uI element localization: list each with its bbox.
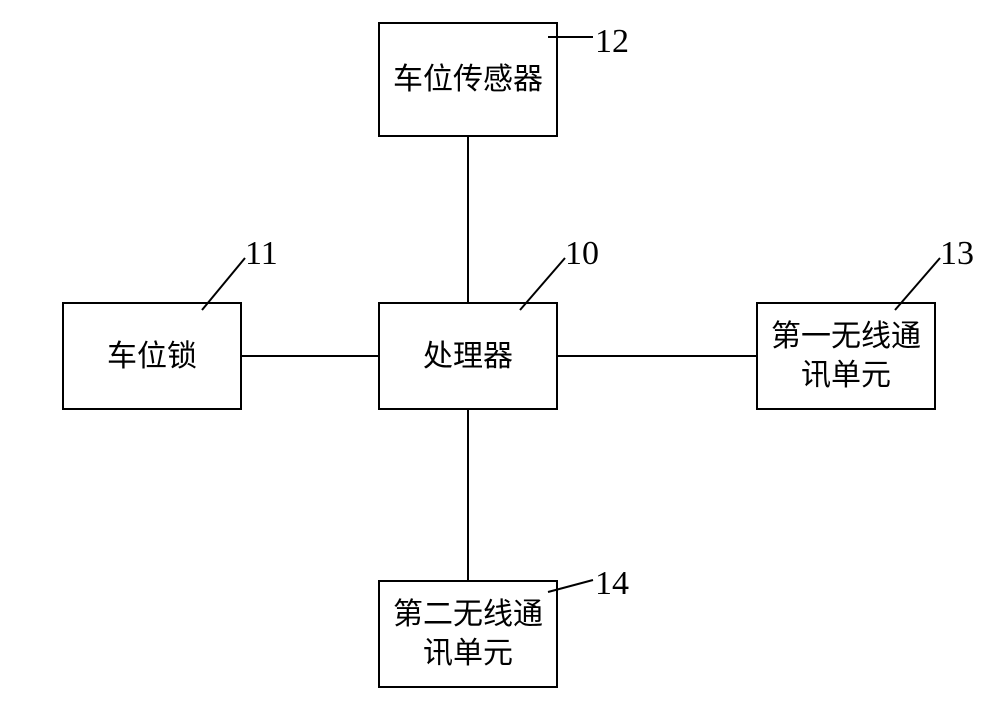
edge-center-left (242, 355, 378, 357)
edge-center-bottom (467, 410, 469, 580)
ref-label-12: 12 (595, 23, 629, 61)
node-lock: 车位锁 (62, 302, 242, 410)
node-sensor: 车位传感器 (378, 22, 558, 137)
node-lock-text: 车位锁 (107, 337, 197, 376)
node-wireless2: 第二无线通讯单元 (378, 580, 558, 688)
node-wireless1-text: 第一无线通讯单元 (758, 317, 934, 395)
edge-center-right (558, 355, 756, 357)
node-processor-text: 处理器 (423, 337, 513, 376)
ref-label-14: 14 (595, 565, 629, 603)
ref-label-10: 10 (565, 235, 599, 273)
node-wireless1: 第一无线通讯单元 (756, 302, 936, 410)
edge-center-top (467, 137, 469, 302)
node-sensor-text: 车位传感器 (393, 60, 543, 99)
node-wireless2-text: 第二无线通讯单元 (380, 595, 556, 673)
ref-label-13: 13 (940, 235, 974, 273)
ref-label-11: 11 (245, 235, 278, 273)
node-processor: 处理器 (378, 302, 558, 410)
